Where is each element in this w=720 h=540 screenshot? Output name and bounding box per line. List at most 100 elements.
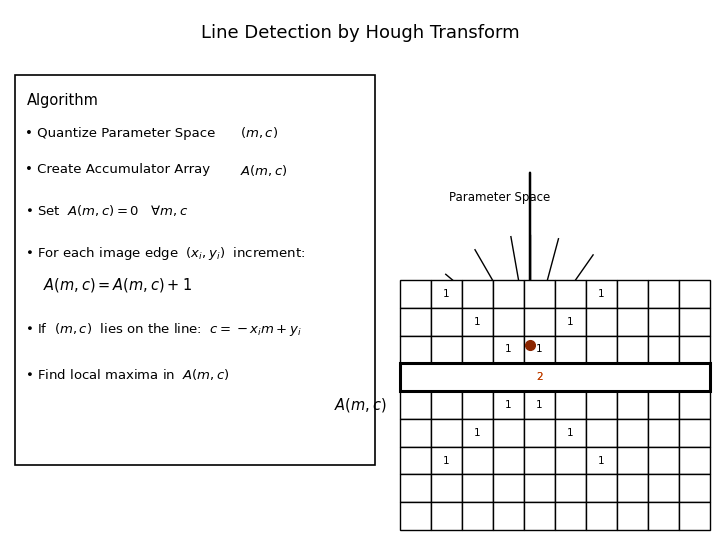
Bar bbox=[648, 280, 679, 308]
Bar bbox=[586, 391, 617, 419]
Bar bbox=[586, 419, 617, 447]
Text: 1: 1 bbox=[536, 400, 543, 410]
Bar bbox=[617, 391, 648, 419]
Bar bbox=[524, 447, 555, 475]
Bar bbox=[648, 391, 679, 419]
Bar bbox=[400, 447, 431, 475]
Bar bbox=[679, 280, 710, 308]
Text: 1: 1 bbox=[598, 289, 605, 299]
Bar bbox=[648, 363, 679, 391]
Bar bbox=[493, 363, 524, 391]
Text: • Set  $A(m,c) = 0$   $\forall m, c$: • Set $A(m,c) = 0$ $\forall m, c$ bbox=[25, 202, 189, 218]
Bar bbox=[524, 502, 555, 530]
Bar bbox=[586, 475, 617, 502]
Text: $(m, c)$: $(m, c)$ bbox=[240, 125, 278, 140]
Bar bbox=[679, 308, 710, 335]
Text: $A(m, c)$: $A(m, c)$ bbox=[240, 163, 288, 178]
Bar bbox=[524, 391, 555, 419]
Bar bbox=[555, 308, 586, 335]
Bar bbox=[555, 502, 586, 530]
Bar bbox=[462, 363, 493, 391]
Bar bbox=[400, 308, 431, 335]
Bar bbox=[617, 475, 648, 502]
Bar bbox=[617, 280, 648, 308]
Text: 1: 1 bbox=[567, 428, 574, 438]
Bar bbox=[462, 475, 493, 502]
Bar bbox=[462, 280, 493, 308]
Bar bbox=[555, 419, 586, 447]
Bar bbox=[617, 502, 648, 530]
Bar bbox=[462, 419, 493, 447]
Bar bbox=[679, 447, 710, 475]
Bar bbox=[524, 475, 555, 502]
Bar bbox=[555, 280, 586, 308]
Bar bbox=[493, 280, 524, 308]
Text: 1: 1 bbox=[598, 456, 605, 465]
Bar bbox=[524, 363, 555, 391]
Text: 1: 1 bbox=[505, 345, 512, 354]
Text: 1: 1 bbox=[444, 456, 450, 465]
Bar bbox=[524, 280, 555, 308]
Bar bbox=[431, 391, 462, 419]
Bar bbox=[679, 363, 710, 391]
Bar bbox=[493, 419, 524, 447]
Bar bbox=[617, 335, 648, 363]
Bar bbox=[400, 363, 710, 391]
Bar bbox=[400, 280, 431, 308]
Bar bbox=[431, 308, 462, 335]
Text: • Find local maxima in  $A(m,c)$: • Find local maxima in $A(m,c)$ bbox=[25, 368, 230, 382]
Bar bbox=[400, 363, 431, 391]
Bar bbox=[586, 447, 617, 475]
Text: Parameter Space: Parameter Space bbox=[449, 191, 551, 204]
Bar bbox=[555, 335, 586, 363]
Bar bbox=[648, 475, 679, 502]
Text: $A(m,c) = A(m,c)+1$: $A(m,c) = A(m,c)+1$ bbox=[43, 276, 192, 294]
Bar bbox=[679, 502, 710, 530]
Text: 1: 1 bbox=[567, 316, 574, 327]
Bar bbox=[648, 335, 679, 363]
Bar bbox=[493, 447, 524, 475]
Text: 2: 2 bbox=[536, 372, 543, 382]
Bar bbox=[679, 419, 710, 447]
Bar bbox=[679, 391, 710, 419]
Text: 1: 1 bbox=[505, 400, 512, 410]
Text: 1: 1 bbox=[474, 316, 481, 327]
Text: 1: 1 bbox=[444, 289, 450, 299]
Bar bbox=[648, 419, 679, 447]
Bar bbox=[400, 335, 431, 363]
Text: $(m, c)$: $(m, c)$ bbox=[586, 288, 624, 303]
Bar bbox=[679, 475, 710, 502]
Bar bbox=[431, 280, 462, 308]
Bar bbox=[431, 363, 462, 391]
Text: 2: 2 bbox=[536, 372, 543, 382]
Text: • Quantize Parameter Space: • Quantize Parameter Space bbox=[25, 126, 215, 139]
Text: $x$: $x$ bbox=[668, 336, 681, 354]
Bar bbox=[493, 308, 524, 335]
Bar bbox=[462, 447, 493, 475]
Bar bbox=[493, 335, 524, 363]
Bar bbox=[555, 475, 586, 502]
Text: Line Detection by Hough Transform: Line Detection by Hough Transform bbox=[201, 24, 519, 42]
Bar bbox=[431, 502, 462, 530]
Bar bbox=[524, 335, 555, 363]
Bar bbox=[431, 447, 462, 475]
Bar bbox=[524, 419, 555, 447]
Bar bbox=[617, 363, 648, 391]
Bar bbox=[586, 335, 617, 363]
Bar bbox=[15, 75, 375, 465]
Bar bbox=[400, 475, 431, 502]
Bar bbox=[462, 502, 493, 530]
Bar bbox=[493, 475, 524, 502]
Bar bbox=[524, 308, 555, 335]
Text: $y$: $y$ bbox=[516, 495, 528, 513]
Bar bbox=[493, 391, 524, 419]
Bar bbox=[586, 280, 617, 308]
Bar bbox=[462, 335, 493, 363]
Bar bbox=[679, 335, 710, 363]
Bar bbox=[648, 502, 679, 530]
Bar bbox=[617, 447, 648, 475]
Bar bbox=[586, 363, 617, 391]
Bar bbox=[400, 391, 431, 419]
Bar bbox=[431, 419, 462, 447]
Bar bbox=[555, 391, 586, 419]
